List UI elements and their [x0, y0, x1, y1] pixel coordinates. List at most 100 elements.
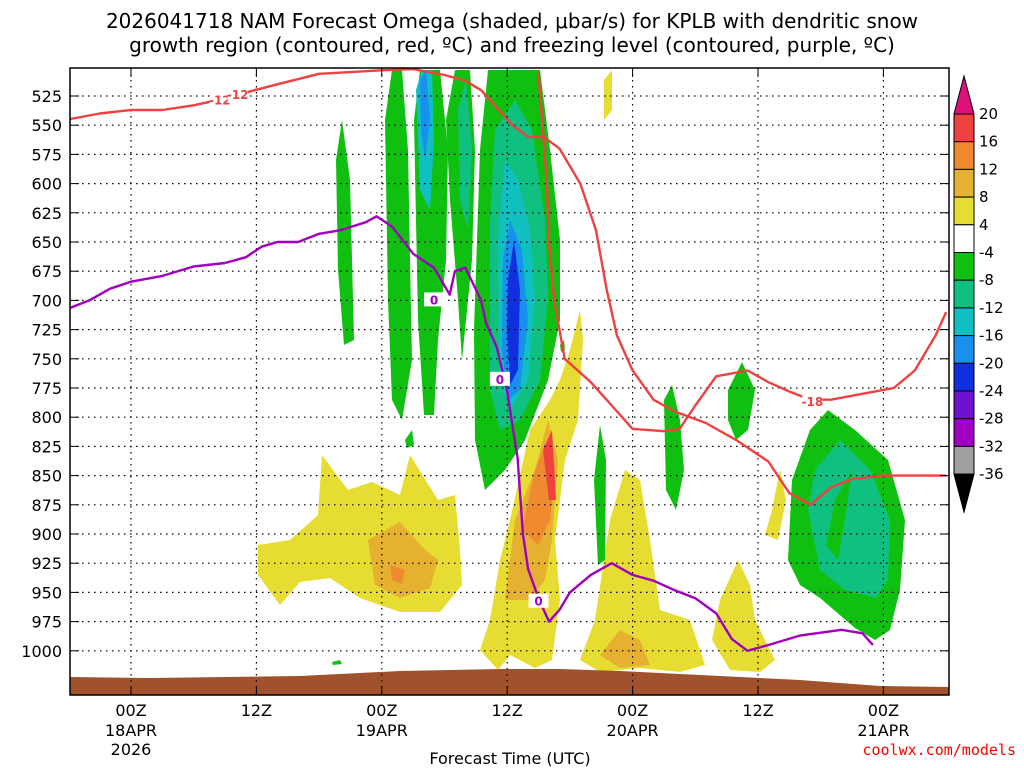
x-tick-label: 00Z	[868, 701, 899, 720]
omega-fill-positive	[390, 565, 405, 584]
x-tick-date: 18APR	[105, 721, 157, 740]
x-tick-label: 00Z	[115, 701, 146, 720]
chart-title-line1: 2026041718 NAM Forecast Omega (shaded, μ…	[106, 9, 918, 33]
omega-fill-negative	[385, 70, 412, 420]
omega-fill-negative	[808, 440, 890, 598]
y-tick-label: 575	[31, 145, 62, 164]
credit-text[interactable]: coolwx.com/models	[862, 741, 1016, 759]
y-tick-label: 975	[31, 613, 62, 632]
y-tick-label: 1000	[21, 642, 62, 661]
contour-label-bg	[528, 593, 549, 608]
terrain	[70, 669, 949, 695]
omega-fill-negative	[458, 80, 472, 230]
y-tick-label: 700	[31, 291, 62, 310]
y-tick-label: 925	[31, 554, 62, 573]
omega-fill-positive	[543, 430, 556, 500]
colorbar-label: 8	[979, 188, 989, 206]
colorbar-bin	[953, 141, 975, 170]
x-tick-label: 00Z	[617, 701, 648, 720]
colorbar-bin	[953, 390, 975, 420]
omega-fill-positive	[765, 470, 786, 540]
contour-dgz_-18C	[537, 72, 948, 433]
omega-fill-negative	[507, 240, 520, 385]
contour-label-dgz_-18C: -18	[801, 395, 823, 409]
omega-fill-negative	[336, 120, 354, 345]
omega-fill-positive	[368, 522, 438, 598]
y-tick-label: 725	[31, 321, 62, 340]
contours: -12-12 -18 0 0 0	[70, 68, 948, 652]
contour-label-freezing_level_0C: 0	[534, 595, 542, 609]
colorbar-label: 20	[979, 105, 998, 123]
omega-fill-negative	[826, 470, 852, 560]
colorbar-bin	[953, 362, 975, 392]
colorbar-label: -24	[979, 382, 1004, 400]
contour-label-dgz_-12C: -12	[227, 88, 249, 102]
omega-fill-negative	[594, 425, 606, 565]
x-tick-label: 12Z	[742, 701, 773, 720]
colorbar-bin	[953, 113, 975, 143]
y-tick-label: 650	[31, 233, 62, 252]
x-tick-date: 20APR	[607, 721, 659, 740]
colorbar-bin	[953, 418, 975, 447]
omega-fill-negative	[728, 362, 755, 440]
y-tick-label: 625	[31, 204, 62, 223]
contour-label-bg	[227, 86, 248, 101]
colorbar-label: 12	[979, 160, 998, 178]
colorbar-label: 4	[979, 216, 989, 234]
chart-title-line2: growth region (contoured, red, ºC) and f…	[129, 33, 895, 57]
contour-freezing_level_0C	[70, 215, 874, 652]
colorbar-bin	[953, 224, 975, 254]
contour-label-bg	[802, 394, 823, 409]
colorbar-bin	[953, 445, 975, 475]
x-tick-year: 2026	[111, 740, 152, 759]
x-tick-date: 21APR	[857, 721, 909, 740]
y-tick-label: 675	[31, 262, 62, 281]
x-tick-label: 00Z	[366, 701, 397, 720]
colorbar: 20 16 12 8 4 -4 -8 -12 -16 -20 -24 -28 -32 -36	[953, 74, 1004, 515]
y-tick-label: 875	[31, 496, 62, 515]
omega-fill-negative	[664, 385, 684, 510]
x-tick-label: 12Z	[492, 701, 523, 720]
x-tick-label: 12Z	[241, 701, 272, 720]
contour-label-bg	[424, 292, 445, 307]
colorbar-label: -16	[979, 327, 1004, 345]
contour-label-freezing_level_0C: 0	[496, 373, 504, 387]
colorbar-bin	[953, 168, 975, 198]
contour-label-bg	[209, 92, 230, 107]
colorbar-bin	[953, 252, 975, 281]
contour-label-freezing_level_0C: 0	[430, 293, 438, 307]
x-axis-label: Forecast Time (UTC)	[429, 749, 590, 768]
plot-frame	[69, 67, 950, 696]
grid	[70, 68, 949, 695]
omega-fill-positive	[604, 70, 612, 120]
plot-area: -12-12 -18 0 0 0	[70, 68, 949, 695]
omega-fill-negative	[405, 430, 414, 448]
colorbar-label: -28	[979, 410, 1004, 428]
omega-fill-positive	[600, 630, 650, 668]
omega-fill-positive	[712, 560, 775, 672]
colorbar-label: 16	[979, 133, 998, 151]
y-tick-label: 550	[31, 116, 62, 135]
contour-label-bg	[489, 371, 510, 386]
colorbar-bin	[953, 307, 975, 337]
colorbar-bin	[953, 335, 975, 364]
colorbar-bin	[953, 279, 975, 309]
colorbar-label: -20	[979, 354, 1004, 372]
colorbar-bin	[953, 196, 975, 226]
contour-label-dgz_-12C: -12	[209, 94, 231, 108]
colorbar-label: -8	[979, 271, 994, 289]
y-tick-label: 750	[31, 350, 62, 369]
y-tick-label: 600	[31, 175, 62, 194]
y-tick-label: 950	[31, 583, 62, 602]
colorbar-label: -4	[979, 244, 994, 262]
colorbar-label: -36	[979, 465, 1004, 483]
y-tick-label: 525	[31, 87, 62, 106]
omega-fill-negative	[332, 660, 342, 665]
y-axis: 525 550 575 600 625 650 675 700 725 750 775 800 825 8…	[21, 87, 949, 661]
omega-fill-negative	[420, 70, 430, 160]
colorbar-under-triangle	[953, 473, 975, 515]
x-tick-date: 19APR	[356, 721, 408, 740]
colorbar-label: -32	[979, 437, 1004, 455]
